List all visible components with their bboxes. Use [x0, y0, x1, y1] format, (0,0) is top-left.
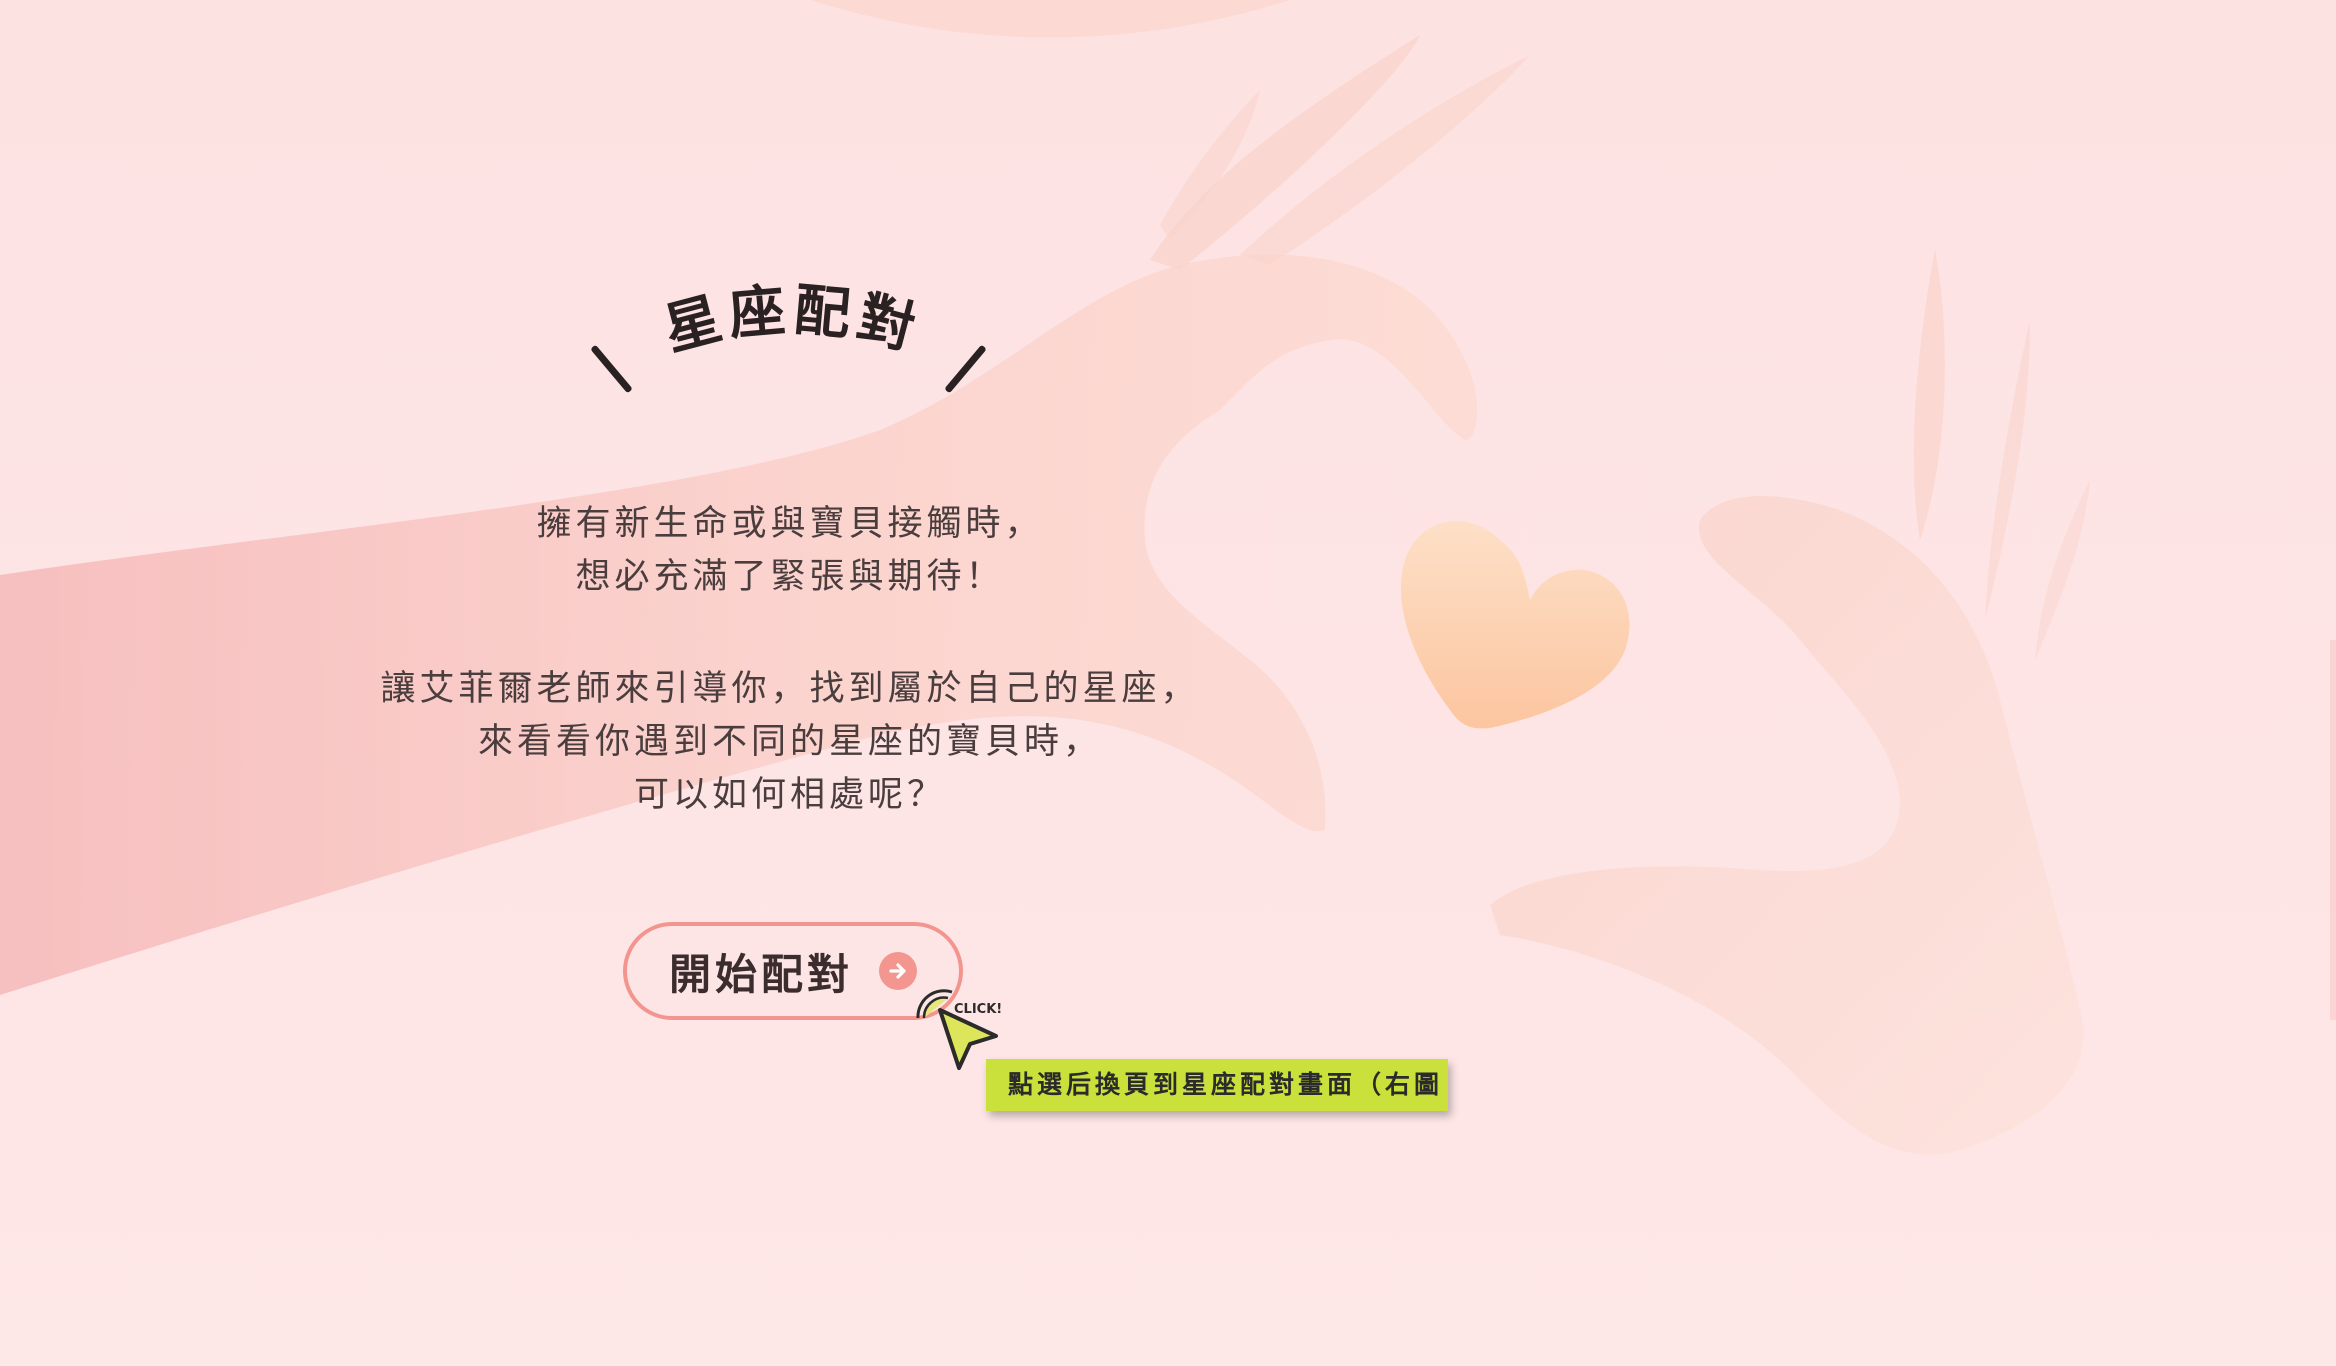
page-title-text: 星座配對 [658, 278, 922, 364]
right-finger-2 [1985, 320, 2030, 620]
intro-text: 擁有新生命或與寶貝接觸時， 想必充滿了緊張與期待！ 讓艾菲爾老師來引導你，找到屬… [300, 498, 1280, 822]
page-title: 星座配對 [658, 278, 928, 364]
intro-line: 來看看你遇到不同的星座的寶貝時， [477, 722, 1102, 762]
cursor-click-text: CLICK! [954, 1002, 1002, 1017]
right-finger-1 [1913, 250, 1945, 540]
right-edge-mark [2330, 640, 2336, 1020]
right-finger-3 [2035, 480, 2090, 660]
intro-line: 讓艾菲爾老師來引導你，找到屬於自己的星座， [380, 669, 1200, 709]
left-finger-3 [1160, 90, 1260, 240]
top-arc-shape [810, 0, 1290, 38]
intro-line: 可以如何相處呢？ [633, 775, 946, 815]
paragraph-gap [300, 604, 1280, 663]
svg-text:星座配對: 星座配對 [658, 278, 928, 364]
pointer-click-icon: CLICK! [916, 989, 1002, 1070]
start-match-label: 開始配對 [668, 949, 853, 999]
intro-line: 擁有新生命或與寶貝接觸時， [536, 504, 1044, 544]
intro-paragraph-2: 讓艾菲爾老師來引導你，找到屬於自己的星座， 來看看你遇到不同的星座的寶貝時， 可… [300, 663, 1280, 822]
start-match-button[interactable]: 開始配對 [623, 922, 963, 1020]
annotation-note: 點選后換頁到星座配對畫面（右圖 [986, 1059, 1448, 1111]
left-finger-1 [1150, 35, 1420, 270]
intro-paragraph-1: 擁有新生命或與寶貝接觸時， 想必充滿了緊張與期待！ [300, 498, 1280, 604]
left-finger-2 [1240, 55, 1530, 265]
title-block: 星座配對 [560, 270, 1020, 420]
intro-line: 想必充滿了緊張與期待！ [575, 557, 1005, 597]
right-hand-shape [1490, 496, 2084, 1155]
left-hand-shape [0, 254, 1478, 995]
heart-shape [1401, 521, 1630, 729]
arrow-right-circle-icon [879, 952, 917, 990]
